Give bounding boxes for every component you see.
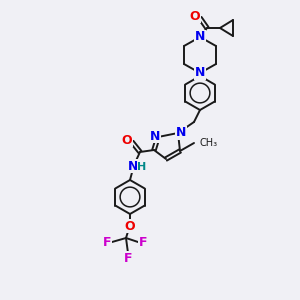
Text: N: N <box>150 130 160 142</box>
Text: H: H <box>137 162 147 172</box>
Text: N: N <box>195 67 205 80</box>
Text: N: N <box>128 160 138 172</box>
Text: F: F <box>124 251 132 265</box>
Text: O: O <box>125 220 135 232</box>
Text: O: O <box>190 10 200 22</box>
Text: CH₃: CH₃ <box>200 138 218 148</box>
Text: N: N <box>195 31 205 44</box>
Text: F: F <box>103 236 111 248</box>
Text: F: F <box>139 236 147 248</box>
Text: O: O <box>122 134 132 146</box>
Text: N: N <box>176 127 186 140</box>
